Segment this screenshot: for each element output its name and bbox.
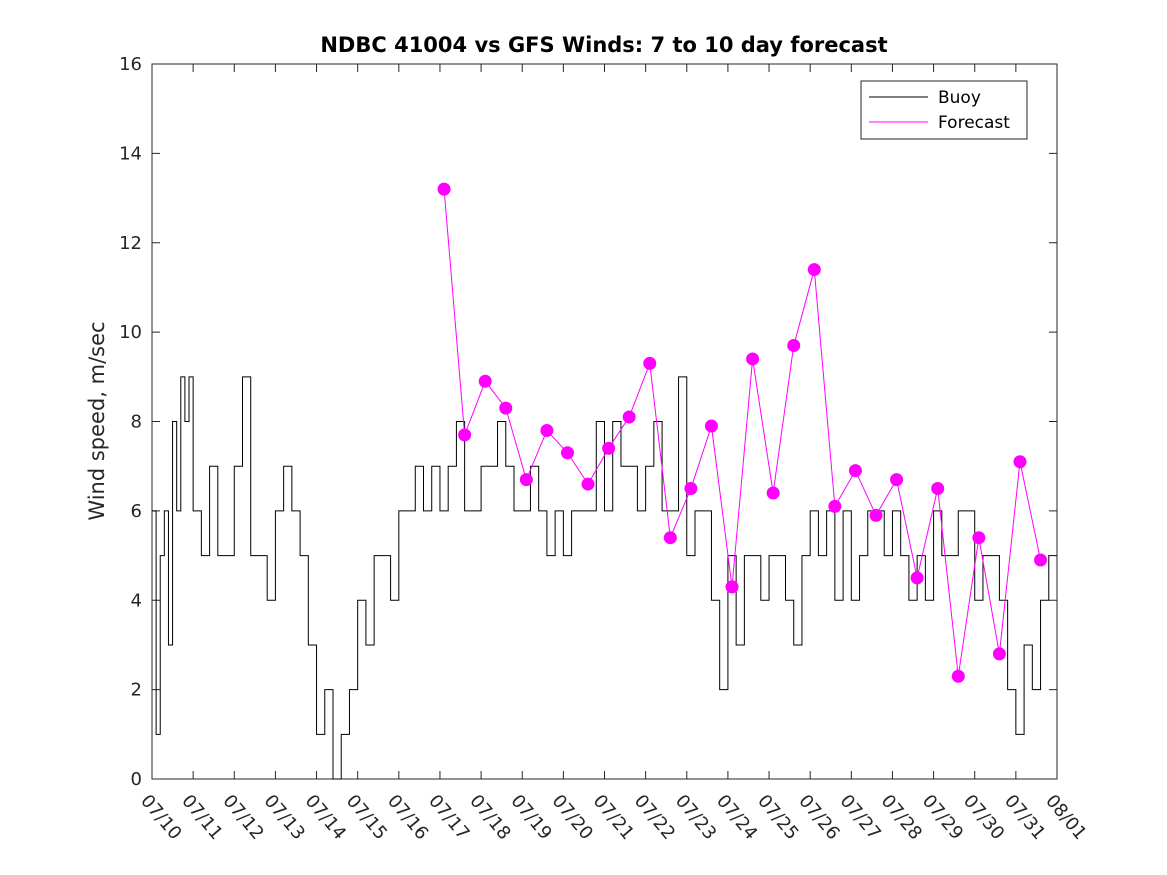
forecast-marker bbox=[1034, 553, 1048, 567]
forecast-marker bbox=[725, 580, 739, 594]
legend-forecast-label: Forecast bbox=[938, 113, 1010, 133]
buoy-line bbox=[152, 376, 1057, 780]
x-tick-label: 07/23 bbox=[671, 791, 720, 844]
forecast-line bbox=[443, 189, 1042, 677]
x-tick-label: 07/10 bbox=[136, 791, 185, 844]
forecast-marker bbox=[622, 410, 636, 424]
buoy-series bbox=[152, 376, 1057, 780]
forecast-markers bbox=[437, 182, 1048, 683]
x-tick-label: 07/17 bbox=[424, 791, 473, 844]
chart-title: NDBC 41004 vs GFS Winds: 7 to 10 day for… bbox=[320, 33, 887, 57]
y-tick-label: 12 bbox=[119, 233, 142, 254]
y-tick-label: 8 bbox=[131, 412, 142, 433]
x-tick-label: 07/20 bbox=[548, 791, 597, 844]
legend: Buoy Forecast bbox=[860, 80, 1028, 140]
forecast-marker bbox=[499, 401, 513, 415]
forecast-marker bbox=[992, 647, 1006, 661]
forecast-marker bbox=[602, 441, 616, 455]
x-tick-label: 07/15 bbox=[342, 791, 391, 844]
forecast-marker bbox=[766, 486, 780, 500]
x-tick-label: 07/11 bbox=[177, 791, 226, 844]
forecast-marker bbox=[869, 508, 883, 522]
forecast-series bbox=[443, 189, 1042, 677]
x-tick-label: 07/22 bbox=[630, 791, 679, 844]
legend-box bbox=[860, 80, 1028, 140]
legend-buoy-label: Buoy bbox=[938, 88, 981, 108]
forecast-marker bbox=[519, 473, 533, 487]
x-tick-label: 07/12 bbox=[218, 791, 267, 844]
x-tick-label: 07/30 bbox=[959, 791, 1008, 844]
x-tick-label: 07/19 bbox=[506, 791, 555, 844]
x-tick-label: 07/21 bbox=[589, 791, 638, 844]
y-tick-label: 10 bbox=[119, 322, 142, 343]
y-tick-label: 16 bbox=[119, 54, 142, 75]
forecast-marker bbox=[663, 531, 677, 545]
x-tick-label: 07/26 bbox=[794, 791, 843, 844]
x-tick-label: 07/25 bbox=[753, 791, 802, 844]
forecast-marker bbox=[890, 473, 904, 487]
x-tick-label: 07/13 bbox=[260, 791, 309, 844]
forecast-marker bbox=[1013, 455, 1027, 469]
forecast-marker bbox=[807, 263, 821, 277]
forecast-marker bbox=[848, 464, 862, 478]
forecast-marker bbox=[643, 356, 657, 370]
forecast-marker bbox=[560, 446, 574, 460]
x-tick-label: 07/24 bbox=[712, 791, 761, 844]
x-tick-label: 07/16 bbox=[383, 791, 432, 844]
forecast-marker bbox=[910, 571, 924, 585]
forecast-marker bbox=[787, 339, 801, 353]
forecast-marker bbox=[437, 182, 451, 196]
forecast-marker bbox=[540, 423, 554, 437]
forecast-marker bbox=[931, 482, 945, 496]
forecast-marker bbox=[746, 352, 760, 366]
x-tick-label: 07/14 bbox=[301, 791, 350, 844]
x-tick-label: 07/28 bbox=[877, 791, 926, 844]
forecast-marker bbox=[972, 531, 986, 545]
y-axis-label: Wind speed, m/sec bbox=[85, 321, 109, 520]
x-tick-label: 07/29 bbox=[918, 791, 967, 844]
forecast-marker bbox=[951, 669, 965, 683]
forecast-marker bbox=[478, 374, 492, 388]
forecast-marker bbox=[581, 477, 595, 491]
forecast-marker bbox=[458, 428, 472, 442]
y-tick-label: 2 bbox=[131, 680, 142, 701]
y-tick-label: 6 bbox=[131, 501, 142, 522]
x-tick-label: 07/27 bbox=[835, 791, 884, 844]
x-tick-label: 07/31 bbox=[1000, 791, 1049, 844]
forecast-marker bbox=[704, 419, 718, 433]
x-tick-label: 08/01 bbox=[1041, 791, 1090, 844]
y-tick-label: 4 bbox=[131, 590, 142, 611]
x-tick-label: 07/18 bbox=[465, 791, 514, 844]
forecast-marker bbox=[684, 482, 698, 496]
forecast-marker bbox=[828, 499, 842, 513]
y-tick-label: 14 bbox=[119, 143, 142, 164]
y-tick-label: 0 bbox=[131, 769, 142, 790]
